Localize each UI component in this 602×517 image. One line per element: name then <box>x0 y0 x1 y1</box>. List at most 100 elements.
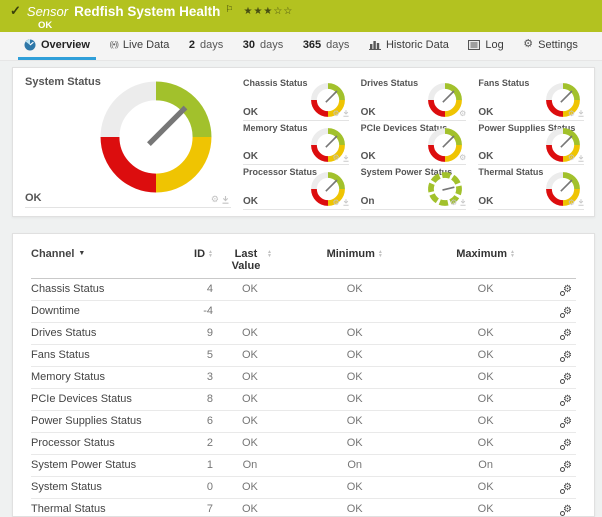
channel-id-cell: 5 <box>174 344 213 367</box>
gear-icon[interactable]: ⚙ <box>332 197 340 207</box>
column-label: Minimum <box>326 248 375 260</box>
column-header-id[interactable]: ID ▲ ▼ <box>174 246 213 279</box>
pin-chart-icon[interactable] <box>343 199 349 206</box>
gear-icon[interactable]: ⚙ <box>210 194 219 204</box>
channel-name-cell[interactable]: System Status <box>31 476 175 499</box>
tab-log[interactable]: Log <box>462 32 509 60</box>
last-value-cell: OK <box>212 344 287 367</box>
channel-settings-icon[interactable]: ⚙ <box>560 372 572 384</box>
last-value-cell: OK <box>212 388 287 411</box>
table-row: System Power Status 1 On On On ⚙ <box>31 454 576 477</box>
tab-settings[interactable]: ⚙ Settings <box>517 32 584 60</box>
power-supplies-status-card: Power Supplies Status OK ⚙ <box>478 121 584 165</box>
channel-id-cell: 4 <box>174 278 213 301</box>
gauge-card-title: Drives Status <box>360 78 419 88</box>
maximum-cell <box>422 300 549 323</box>
minimum-cell: On <box>286 454 423 477</box>
tab-label: days <box>326 38 350 51</box>
pin-chart-icon[interactable] <box>578 199 584 206</box>
memory-status-card: Memory Status OK ⚙ <box>243 121 349 165</box>
gear-icon[interactable]: ⚙ <box>332 153 340 162</box>
gauge-card-value: OK <box>243 106 258 118</box>
chassis-status-card: Chassis Status OK ⚙ <box>243 76 349 121</box>
pin-chart-icon[interactable] <box>460 199 466 206</box>
channel-settings-icon[interactable]: ⚙ <box>560 350 572 362</box>
last-value-cell: OK <box>212 278 287 301</box>
pin-chart-icon[interactable] <box>578 110 584 117</box>
sensor-status-badge: OK <box>38 20 53 31</box>
channel-name-cell[interactable]: Memory Status <box>31 366 175 389</box>
tab-overview[interactable]: Overview <box>18 32 96 60</box>
table-row: Processor Status 2 OK OK OK ⚙ <box>31 432 576 455</box>
pin-chart-icon[interactable] <box>343 154 349 162</box>
minimum-cell: OK <box>286 432 423 455</box>
channel-name-cell[interactable]: Power Supplies Status <box>31 410 175 433</box>
tab-30-days[interactable]: 30 days <box>237 32 290 60</box>
maximum-cell: OK <box>422 410 549 433</box>
table-row: System Status 0 OK OK OK ⚙ <box>31 476 576 499</box>
channel-name-cell[interactable]: Downtime <box>31 300 175 323</box>
tab-live-data[interactable]: ((•)) Live Data <box>103 32 175 60</box>
gear-icon[interactable]: ⚙ <box>332 108 340 118</box>
flag-icon[interactable]: ⚐ <box>225 4 234 14</box>
minimum-cell <box>286 300 423 323</box>
gauge-card-value: On <box>360 195 375 207</box>
last-value-cell: OK <box>212 322 287 345</box>
column-header-minimum[interactable]: Minimum ▲ ▼ <box>286 246 423 279</box>
table-row: Thermal Status 7 OK OK OK ⚙ <box>31 498 576 517</box>
sort-arrows-icon: ▲ ▼ <box>510 249 515 259</box>
table-row: Fans Status 5 OK OK OK ⚙ <box>31 344 576 367</box>
pin-chart-icon[interactable] <box>578 154 584 162</box>
priority-stars[interactable]: ★★★☆☆ <box>243 5 294 17</box>
gear-icon[interactable]: ⚙ <box>459 108 467 118</box>
column-header-channel[interactable]: Channel ▼ <box>31 246 175 279</box>
channel-table-panel: Channel ▼ ID ▲ ▼ Last Value ▲ ▼ Minimum ▲ ▼ Max… <box>12 233 595 517</box>
channel-name-cell[interactable]: Chassis Status <box>31 278 175 301</box>
maximum-cell: OK <box>422 432 549 455</box>
drives-status-card: Drives Status OK ⚙ <box>360 76 467 121</box>
gear-icon[interactable]: ⚙ <box>450 197 458 207</box>
channel-id-cell: 6 <box>174 410 213 433</box>
channel-settings-icon[interactable]: ⚙ <box>560 504 572 516</box>
channel-name-cell[interactable]: System Power Status <box>31 454 175 477</box>
channel-settings-icon[interactable]: ⚙ <box>560 284 572 296</box>
sensor-title: Redfish System Health <box>74 3 221 19</box>
channel-settings-icon[interactable]: ⚙ <box>560 460 572 472</box>
tab-2-days[interactable]: 2 days <box>183 32 229 60</box>
column-header-last-value[interactable]: Last Value ▲ ▼ <box>212 246 287 279</box>
channel-name-cell[interactable]: PCIe Devices Status <box>31 388 175 411</box>
channel-settings-icon[interactable]: ⚙ <box>560 416 572 428</box>
channel-settings-icon[interactable]: ⚙ <box>560 394 572 406</box>
tab-label: Settings <box>538 38 578 51</box>
pin-chart-icon[interactable] <box>222 195 229 204</box>
channel-name-cell[interactable]: Drives Status <box>31 322 175 345</box>
tab-365-days[interactable]: 365 days <box>297 32 356 60</box>
pin-chart-icon[interactable] <box>343 110 349 117</box>
channel-name-cell[interactable]: Fans Status <box>31 344 175 367</box>
tab-historic-data[interactable]: Historic Data <box>363 32 455 60</box>
channel-name-cell[interactable]: Thermal Status <box>31 498 175 517</box>
column-header-maximum[interactable]: Maximum ▲ ▼ <box>422 246 549 279</box>
channel-name-cell[interactable]: Processor Status <box>31 432 175 455</box>
minimum-cell: OK <box>286 366 423 389</box>
channel-settings-icon[interactable]: ⚙ <box>560 306 572 318</box>
last-value-cell: OK <box>212 498 287 517</box>
tab-label: Live Data <box>122 38 170 51</box>
gear-icon[interactable]: ⚙ <box>567 197 575 207</box>
gear-icon[interactable]: ⚙ <box>567 108 575 118</box>
channel-settings-icon[interactable]: ⚙ <box>560 482 572 494</box>
channel-settings-icon[interactable]: ⚙ <box>560 438 572 450</box>
maximum-cell: OK <box>422 278 549 301</box>
gear-icon[interactable]: ⚙ <box>459 153 467 162</box>
tab-number: 2 <box>188 38 196 51</box>
last-value-cell: OK <box>212 366 287 389</box>
channel-settings-icon[interactable]: ⚙ <box>560 328 572 340</box>
gauge-card-actions: ⚙ <box>211 195 229 204</box>
table-row: PCIe Devices Status 8 OK OK OK ⚙ <box>31 388 576 411</box>
maximum-cell: OK <box>422 388 549 411</box>
channel-id-cell: 7 <box>174 498 213 517</box>
bar-chart-icon <box>368 39 381 50</box>
gear-icon[interactable]: ⚙ <box>567 153 575 162</box>
channel-id-cell: -4 <box>174 300 213 323</box>
